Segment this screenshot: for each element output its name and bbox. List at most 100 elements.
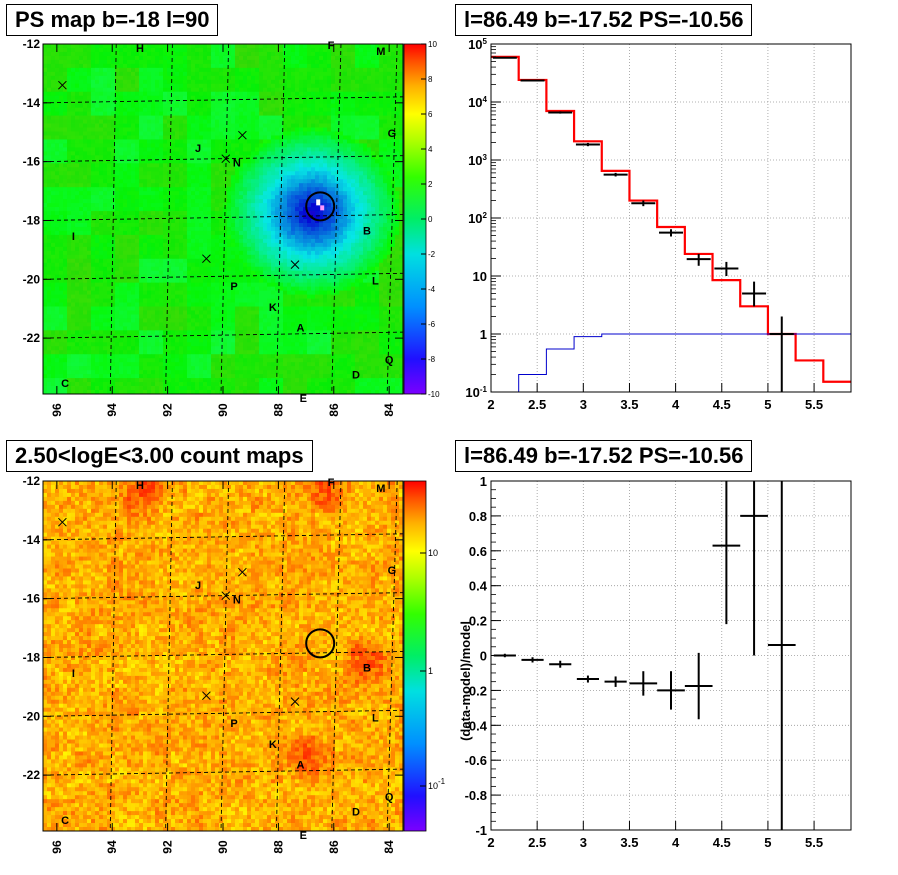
- map-pixel: [91, 250, 96, 256]
- map-pixel: [343, 83, 348, 89]
- map-pixel: [95, 226, 100, 232]
- map-pixel: [279, 131, 284, 136]
- map-pixel: [251, 195, 256, 200]
- map-pixel: [143, 191, 148, 196]
- map-pixel: [239, 67, 244, 73]
- map-pixel: [91, 222, 96, 228]
- map-pixel: [91, 71, 96, 77]
- map-pixel: [179, 103, 184, 109]
- map-pixel: [279, 123, 284, 128]
- map-pixel: [187, 222, 192, 228]
- map-pixel: [131, 155, 136, 160]
- map-pixel: [211, 171, 216, 176]
- map-pixel: [175, 67, 180, 73]
- map-pixel: [363, 179, 368, 184]
- map-pixel: [367, 111, 372, 116]
- map-pixel: [287, 55, 292, 61]
- map-pixel: [215, 107, 220, 113]
- map-pixel: [371, 107, 376, 113]
- map-pixel: [171, 131, 176, 136]
- map-pixel: [227, 44, 232, 49]
- map-pixel: [151, 179, 156, 184]
- map-pixel: [363, 99, 368, 105]
- map-pixel: [83, 131, 88, 136]
- map-pixel: [123, 47, 128, 53]
- map-pixel: [139, 79, 144, 85]
- map-pixel: [163, 83, 168, 89]
- map-pixel: [91, 107, 96, 113]
- map-pixel: [59, 191, 64, 196]
- map-pixel: [103, 175, 108, 180]
- map-pixel: [87, 131, 92, 136]
- map-pixel: [99, 258, 104, 264]
- map-pixel: [151, 258, 156, 264]
- map-pixel: [275, 171, 280, 176]
- map-pixel: [99, 107, 104, 113]
- map-pixel: [167, 83, 172, 89]
- map-pixel: [79, 183, 84, 188]
- map-pixel: [399, 171, 403, 176]
- map-pixel: [311, 123, 316, 128]
- map-pixel: [199, 250, 204, 256]
- map-pixel: [115, 119, 120, 124]
- map-pixel: [339, 199, 344, 204]
- map-pixel: [111, 59, 116, 65]
- map-pixel: [67, 83, 72, 89]
- map-pixel: [255, 99, 260, 105]
- map-pixel: [331, 71, 336, 77]
- map-pixel: [71, 215, 76, 220]
- map-pixel: [375, 139, 380, 144]
- map-pixel: [347, 167, 352, 172]
- map-pixel: [271, 219, 276, 224]
- map-pixel: [315, 75, 320, 81]
- map-pixel: [391, 199, 396, 204]
- map-pixel: [387, 99, 392, 105]
- map-pixel: [323, 250, 328, 256]
- map-pixel: [391, 55, 396, 61]
- map-pixel: [147, 135, 152, 140]
- map-pixel: [103, 222, 108, 228]
- map-pixel: [231, 250, 236, 256]
- map-pixel: [387, 143, 392, 148]
- map-pixel: [395, 47, 400, 53]
- map-pixel: [267, 258, 272, 264]
- map-pixel: [43, 135, 48, 140]
- map-pixel: [127, 55, 132, 61]
- map-pixel: [183, 51, 188, 57]
- map-pixel: [291, 99, 296, 105]
- map-pixel: [343, 171, 348, 176]
- map-pixel: [295, 151, 300, 156]
- map-pixel: [163, 159, 168, 164]
- map-pixel: [135, 115, 140, 120]
- map-pixel: [167, 262, 172, 268]
- map-pixel: [155, 111, 160, 116]
- map-pixel: [119, 159, 124, 164]
- map-pixel: [79, 147, 84, 152]
- map-pixel: [43, 147, 48, 152]
- map-pixel: [115, 246, 120, 252]
- map-pixel: [311, 111, 316, 116]
- map-pixel: [123, 219, 128, 224]
- map-pixel: [263, 75, 268, 81]
- map-pixel: [259, 91, 264, 97]
- map-pixel: [115, 163, 120, 168]
- map-pixel: [71, 119, 76, 124]
- map-pixel: [339, 234, 344, 240]
- map-pixel: [139, 91, 144, 97]
- map-pixel: [315, 79, 320, 85]
- map-pixel: [327, 115, 332, 120]
- map-pixel: [315, 99, 320, 105]
- map-pixel: [67, 203, 72, 208]
- map-pixel: [155, 207, 160, 212]
- map-pixel: [255, 222, 260, 228]
- map-pixel: [331, 163, 336, 168]
- map-pixel: [263, 207, 268, 212]
- map-pixel: [279, 63, 284, 69]
- map-pixel: [219, 47, 224, 53]
- map-pixel: [255, 230, 260, 236]
- map-pixel: [107, 95, 112, 101]
- map-pixel: [143, 91, 148, 97]
- map-pixel: [43, 230, 48, 236]
- map-pixel: [231, 195, 236, 200]
- map-pixel: [263, 131, 268, 136]
